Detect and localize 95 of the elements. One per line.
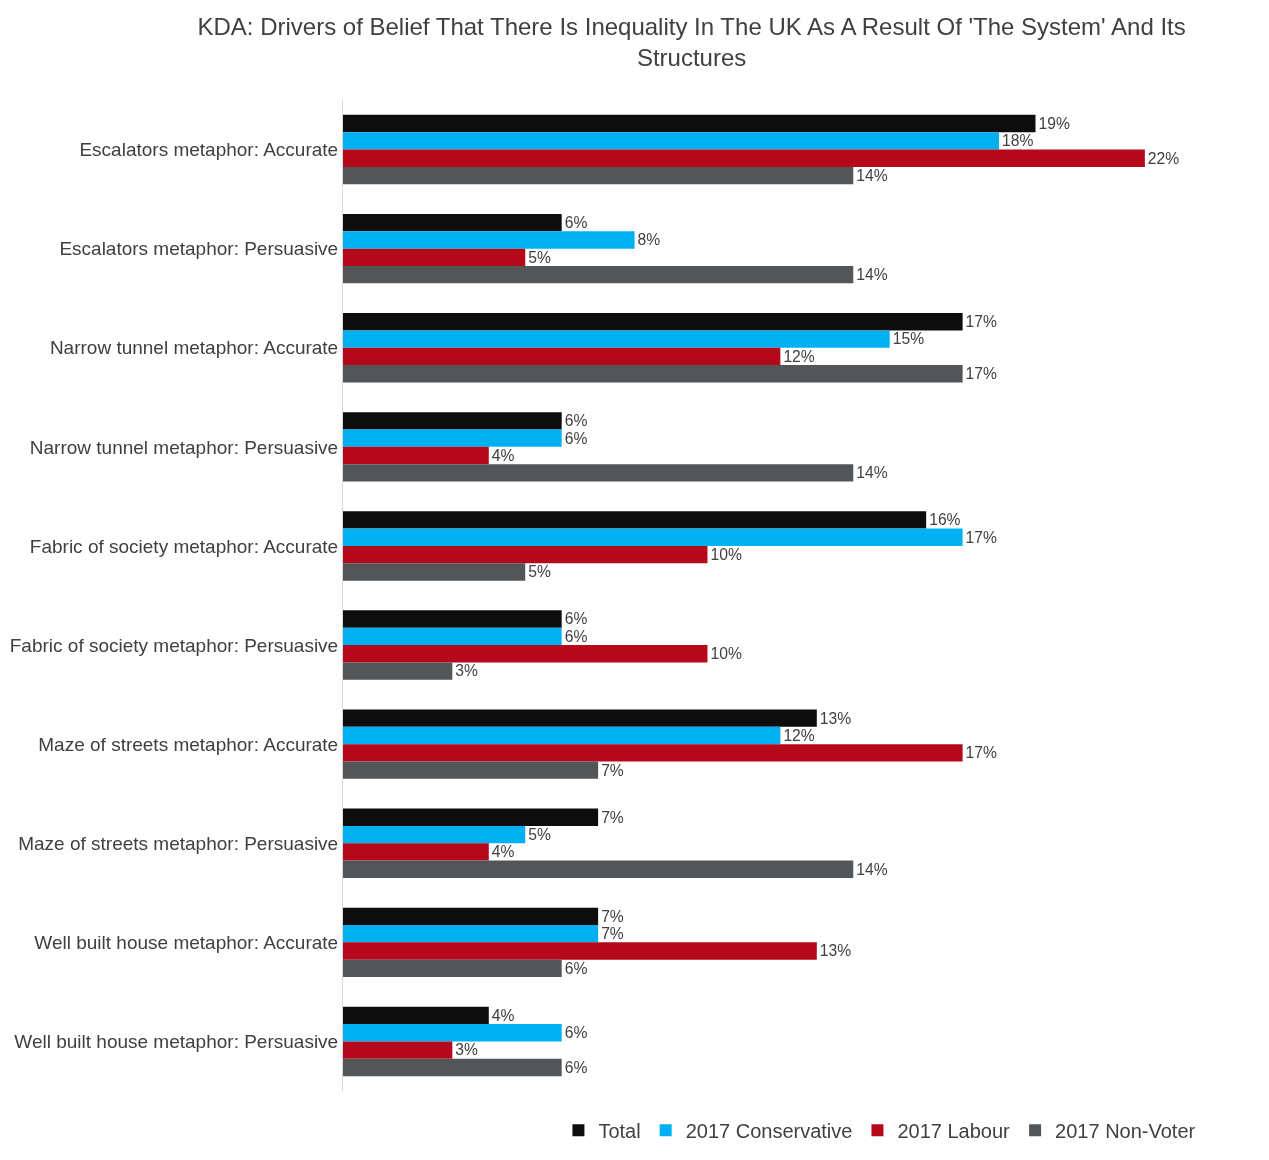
y-tick-label: Escalators metaphor: Persuasive <box>59 238 339 260</box>
bar <box>343 843 489 861</box>
data-label: 13% <box>819 709 852 727</box>
bar <box>343 213 562 232</box>
data-label: 6% <box>564 1058 588 1076</box>
data-label: 14% <box>856 464 888 482</box>
data-label: 13% <box>819 942 852 960</box>
chart-title: KDA: Drivers of Belief That There Is Inequality In The UK As A Result Of 'The System' And Its Structures <box>197 12 1186 71</box>
bar <box>343 1006 489 1025</box>
data-label: 7% <box>601 808 624 826</box>
bar <box>343 825 526 844</box>
y-tick-label: Narrow tunnel metaphor: Accurate <box>49 337 339 359</box>
bar <box>343 808 599 826</box>
data-label: 6% <box>564 429 588 447</box>
data-label: 22% <box>1147 149 1180 167</box>
bar <box>343 942 817 960</box>
data-label: 7% <box>601 907 624 925</box>
bar <box>343 563 526 581</box>
data-label: 6% <box>564 214 588 232</box>
y-tick-label: Maze of streets metaphor: Accurate <box>38 733 339 755</box>
bar <box>343 412 562 430</box>
data-label: 12% <box>783 347 815 365</box>
bar <box>343 347 781 366</box>
data-label: 6% <box>564 412 588 430</box>
bar <box>343 429 562 447</box>
data-label: 17% <box>965 365 998 383</box>
legend-label: 2017 Labour <box>897 1120 1011 1143</box>
data-label: 12% <box>783 726 815 744</box>
data-label: 14% <box>856 266 888 284</box>
bar <box>343 627 562 646</box>
y-tick-label: Well built house metaphor: Persuasive <box>14 1031 339 1053</box>
legend-label: Total <box>598 1120 641 1143</box>
bar <box>343 231 635 249</box>
data-label: 14% <box>856 860 888 878</box>
data-label: 17% <box>965 744 998 762</box>
bar <box>343 166 854 185</box>
y-tick-label: Well built house metaphor: Accurate <box>34 932 339 953</box>
bar <box>343 132 1000 150</box>
data-label: 7% <box>601 925 624 943</box>
bar <box>343 1041 453 1059</box>
bar <box>343 511 927 529</box>
bar <box>343 149 1145 167</box>
data-label: 5% <box>528 248 551 266</box>
bar <box>343 1058 562 1077</box>
data-label: 6% <box>564 627 588 645</box>
bar <box>343 528 963 546</box>
data-label: 5% <box>528 563 551 581</box>
data-label: 6% <box>564 610 588 628</box>
bar <box>343 761 599 779</box>
bar <box>343 330 890 348</box>
y-tick-label: Narrow tunnel metaphor: Persuasive <box>29 436 339 458</box>
y-tick-label: Escalators metaphor: Accurate <box>79 139 339 161</box>
bar <box>343 464 854 482</box>
data-label: 10% <box>710 545 742 563</box>
bar <box>343 1024 562 1042</box>
data-label: 4% <box>491 446 515 464</box>
data-label: 18% <box>1002 132 1034 150</box>
data-label: 4% <box>491 843 515 861</box>
bar <box>343 959 562 978</box>
data-label: 7% <box>601 761 624 779</box>
bar <box>343 907 599 926</box>
legend-label: 2017 Conservative <box>685 1120 853 1143</box>
data-label: 4% <box>491 1006 515 1024</box>
bar <box>343 265 854 284</box>
bar <box>343 709 817 727</box>
data-label: 19% <box>1038 114 1070 132</box>
data-label: 17% <box>965 313 998 331</box>
bar <box>343 114 1036 133</box>
data-label: 3% <box>455 662 479 680</box>
y-tick-label: Maze of streets metaphor: Persuasive <box>18 832 339 854</box>
data-label: 3% <box>455 1041 479 1059</box>
data-label: 15% <box>892 330 925 348</box>
data-label: 6% <box>564 959 588 977</box>
data-label: 16% <box>929 511 961 529</box>
bar <box>343 313 963 331</box>
bar <box>343 365 963 383</box>
bar <box>343 645 708 663</box>
y-tick-label: Fabric of society metaphor: Accurate <box>29 535 339 557</box>
bar <box>343 744 963 762</box>
bar <box>343 662 453 680</box>
data-label: 8% <box>637 231 661 249</box>
bar <box>343 545 708 564</box>
bar <box>343 610 562 628</box>
y-tick-label: Fabric of society metaphor: Persuasive <box>9 634 339 656</box>
bar <box>343 925 599 943</box>
bar <box>343 726 781 745</box>
data-label: 17% <box>965 528 998 546</box>
bar <box>343 248 526 266</box>
data-label: 10% <box>710 645 742 663</box>
bar <box>343 860 854 878</box>
data-label: 14% <box>856 166 888 184</box>
data-label: 6% <box>564 1024 588 1042</box>
legend-label: 2017 Non-Voter <box>1055 1120 1196 1143</box>
bar <box>343 446 489 465</box>
data-label: 5% <box>528 825 551 843</box>
